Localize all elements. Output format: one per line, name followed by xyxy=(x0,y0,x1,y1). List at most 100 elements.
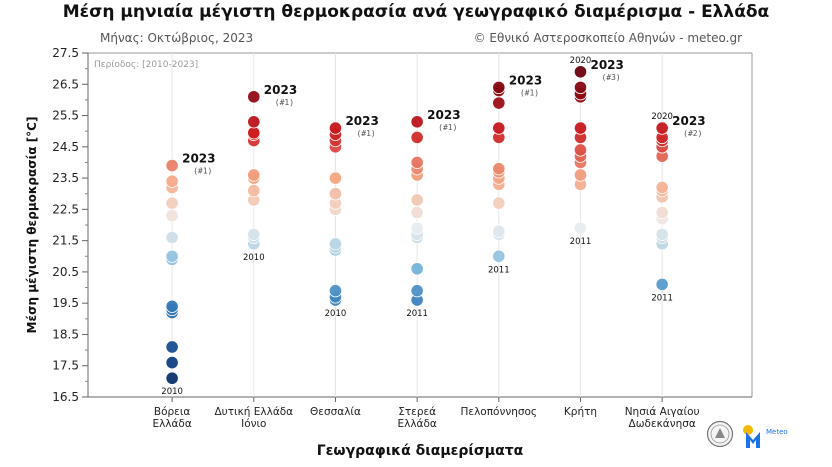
x-tick-label: Ελλάδα xyxy=(397,418,436,430)
max-year-label: 2023 xyxy=(509,73,542,87)
observatory-seal-icon xyxy=(706,420,734,448)
max-year-label: 2023 xyxy=(672,114,705,128)
data-point xyxy=(492,96,506,110)
data-point xyxy=(165,230,179,245)
min-year-label: 2011 xyxy=(651,293,673,303)
data-point xyxy=(492,80,506,95)
period-label: Περίοδος: [2010-2023] xyxy=(94,60,198,70)
data-point xyxy=(410,130,424,145)
data-point xyxy=(165,158,179,173)
y-tick-label: 16.5 xyxy=(52,390,79,404)
page-title: Μέση μηνιαία μέγιστη θερμοκρασία ανά γεω… xyxy=(62,2,770,22)
y-tick-label: 19.5 xyxy=(52,296,79,310)
copyright-label: © Εθνικό Αστεροσκοπείο Αθηνών - meteo.gr xyxy=(473,31,742,45)
data-point xyxy=(410,284,424,298)
month-label: Μήνας: Οκτώβριος, 2023 xyxy=(100,31,254,45)
max-rank-label: (#3) xyxy=(601,73,620,82)
x-tick-label: Ιόνιο xyxy=(241,418,266,430)
data-point xyxy=(247,168,261,182)
data-point xyxy=(573,65,588,79)
data-point xyxy=(165,355,179,370)
y-tick-label: 17.5 xyxy=(52,359,79,373)
data-point xyxy=(328,237,343,251)
x-tick-label: Δυτική Ελλάδα xyxy=(214,406,293,418)
data-point xyxy=(247,115,261,129)
data-point xyxy=(410,115,424,129)
data-point xyxy=(165,209,179,223)
data-point xyxy=(573,121,588,135)
data-point xyxy=(492,249,506,263)
data-point xyxy=(655,227,669,241)
data-point xyxy=(573,143,588,157)
data-point xyxy=(410,221,424,235)
min-year-label: 2010 xyxy=(243,253,265,263)
y-tick-label: 20.5 xyxy=(52,265,79,279)
top-year-label: 2020 xyxy=(570,56,592,66)
x-tick-label: Βόρεια xyxy=(154,406,191,418)
max-rank-label: (#1) xyxy=(520,88,539,97)
data-point xyxy=(165,196,179,210)
y-tick-label: 22.5 xyxy=(52,202,79,216)
x-tick-label: Στερεά xyxy=(398,406,436,418)
min-year-label: 2010 xyxy=(161,387,183,397)
data-point xyxy=(165,249,179,263)
data-point xyxy=(410,262,424,276)
data-point xyxy=(247,126,261,140)
y-tick-label: 23.5 xyxy=(52,171,79,185)
y-tick-label: 21.5 xyxy=(52,234,79,248)
data-point xyxy=(655,121,669,135)
max-year-label: 2023 xyxy=(590,58,623,72)
x-axis-label: Γεωγραφικά διαμερίσματα xyxy=(317,443,524,459)
max-rank-label: (#2) xyxy=(683,129,702,138)
data-point xyxy=(492,224,506,238)
data-point xyxy=(328,187,343,201)
max-rank-label: (#1) xyxy=(438,123,457,132)
max-year-label: 2023 xyxy=(345,114,378,128)
data-point xyxy=(410,193,424,207)
x-tick-label: Κρήτη xyxy=(564,406,597,418)
data-point xyxy=(410,205,424,220)
data-point xyxy=(165,299,179,313)
data-point xyxy=(410,155,424,170)
meteo-logo-icon: Meteo xyxy=(743,425,788,448)
max-rank-label: (#1) xyxy=(193,167,212,176)
data-point xyxy=(165,340,179,354)
y-axis-label: Μέση μέγιστη θερμοκρασία [°C] xyxy=(25,117,39,334)
data-point xyxy=(492,121,506,135)
max-year-label: 2023 xyxy=(264,83,297,97)
x-tick-label: Ελλάδα xyxy=(152,418,191,430)
max-year-label: 2023 xyxy=(427,108,460,122)
min-year-label: 2010 xyxy=(325,309,347,319)
min-year-label: 2011 xyxy=(406,309,428,319)
y-tick-label: 24.5 xyxy=(52,140,79,154)
min-year-label: 2011 xyxy=(570,237,592,247)
data-point xyxy=(247,90,261,104)
data-point xyxy=(328,121,343,135)
y-tick-label: 18.5 xyxy=(52,327,79,341)
data-point xyxy=(328,284,343,298)
data-point xyxy=(655,205,669,220)
data-point xyxy=(655,180,669,195)
y-tick-label: 27.5 xyxy=(52,46,79,60)
x-tick-label: Πελοπόννησος xyxy=(461,406,538,418)
data-point xyxy=(655,277,669,292)
data-point xyxy=(573,168,588,182)
data-point xyxy=(573,80,588,95)
data-point xyxy=(328,171,343,185)
meteo-logo-text: Meteo xyxy=(766,428,788,436)
x-tick-label: Θεσσαλία xyxy=(310,406,361,418)
data-point xyxy=(165,371,179,385)
max-year-label: 2023 xyxy=(182,152,215,166)
data-point xyxy=(247,184,261,198)
top-year-label: 2020 xyxy=(651,112,673,122)
max-rank-label: (#1) xyxy=(356,129,375,138)
data-point xyxy=(492,162,506,176)
y-tick-label: 26.5 xyxy=(52,77,79,91)
x-tick-label: Δωδεκάνησα xyxy=(629,418,696,430)
data-point xyxy=(573,221,588,235)
data-point xyxy=(492,196,506,210)
max-rank-label: (#1) xyxy=(275,98,294,107)
x-tick-label: Νησιά Αιγαίου xyxy=(625,406,700,418)
data-point xyxy=(247,227,261,241)
